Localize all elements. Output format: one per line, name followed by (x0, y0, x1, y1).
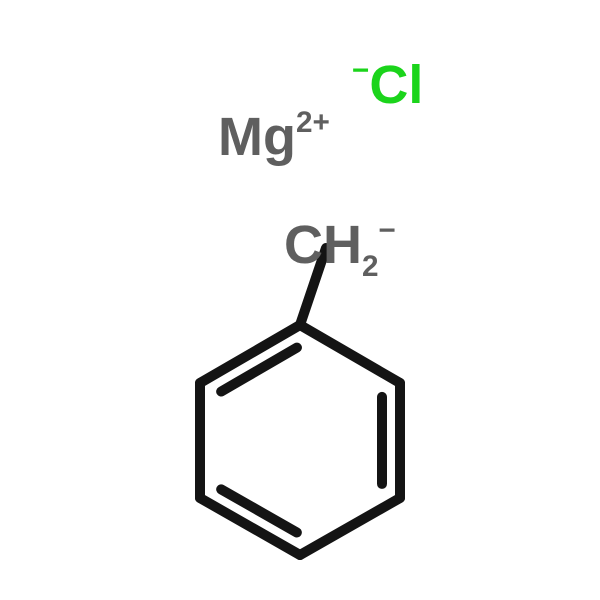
methylene-symbol: CH (284, 215, 362, 275)
magnesium-symbol: Mg (218, 107, 296, 167)
methylene-label: CH2− (284, 218, 396, 281)
chemical-structure-diagram: −Cl Mg2+ CH2− (0, 0, 600, 600)
chloride-charge: − (352, 54, 369, 87)
bond-layer (0, 0, 600, 600)
methylene-subscript: 2 (362, 250, 379, 283)
chloride-symbol: Cl (369, 55, 423, 115)
magnesium-label: Mg2+ (218, 110, 330, 164)
magnesium-charge: 2+ (296, 106, 330, 139)
chloride-label: −Cl (352, 58, 423, 112)
methylene-charge: − (379, 214, 396, 247)
